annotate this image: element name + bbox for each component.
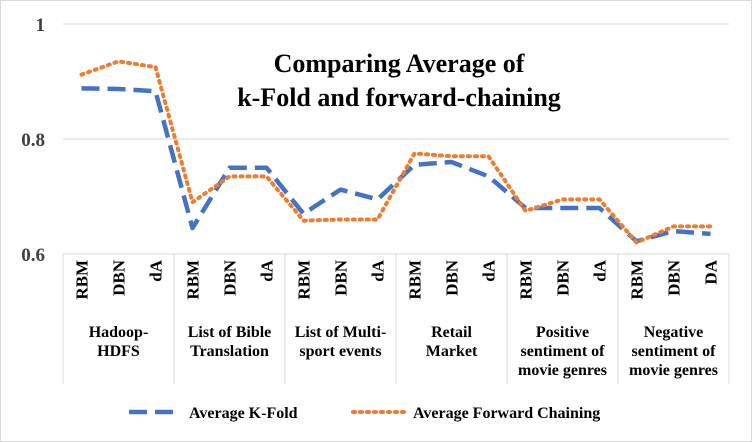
- x-tick-label: dA: [591, 259, 610, 281]
- y-axis: 0.6 0.8 1: [21, 15, 45, 266]
- x-tick-label: DA: [702, 259, 721, 284]
- data-point: [710, 233, 711, 234]
- data-point: [229, 176, 230, 177]
- data-point: [636, 242, 637, 243]
- data-point: [488, 176, 489, 177]
- group-label: List of Multi-sport events: [295, 324, 387, 360]
- data-point: [414, 153, 415, 154]
- series-lines: [79, 59, 713, 245]
- data-point: [118, 61, 119, 62]
- x-tick-label: dA: [369, 259, 388, 281]
- data-point: [340, 219, 341, 220]
- data-point: [377, 219, 378, 220]
- data-point: [81, 88, 82, 89]
- data-point: [266, 167, 267, 168]
- data-point: [451, 156, 452, 157]
- data-point: [451, 162, 452, 163]
- title-text: Comparing Average of k-Fold and forward-c…: [237, 49, 561, 112]
- data-point: [229, 167, 230, 168]
- x-tick-label: RBM: [73, 260, 92, 300]
- x-tick-label: dA: [147, 259, 166, 281]
- y-tick-label: 1: [36, 15, 46, 36]
- x-tick-label: DBN: [221, 259, 240, 296]
- y-tick-label: 0.8: [21, 130, 45, 151]
- x-tick-label: dA: [480, 259, 499, 281]
- series-line-2: [79, 59, 713, 245]
- data-point: [488, 156, 489, 157]
- x-tick-label: RBM: [184, 260, 203, 300]
- data-point: [192, 202, 193, 203]
- data-point: [599, 199, 600, 200]
- data-point: [710, 226, 711, 227]
- x-tick-label: RBM: [406, 260, 425, 300]
- x-tick-label: dA: [258, 259, 277, 281]
- group-label: Hadoop-HDFS: [89, 324, 149, 360]
- group-label: Negative sentiment of movie genres: [629, 324, 718, 379]
- x-tick-label: DBN: [443, 259, 462, 296]
- data-point: [340, 189, 341, 190]
- data-point: [562, 208, 563, 209]
- data-point: [155, 67, 156, 68]
- data-point: [155, 91, 156, 92]
- series-line-1: [81, 86, 711, 244]
- data-point: [303, 220, 304, 221]
- group-label: List of Bible Translation: [188, 324, 272, 360]
- x-tick-label: DBN: [665, 259, 684, 296]
- legend: Average K-Fold Average Forward Chaining: [129, 405, 600, 422]
- chart-title: Comparing Average of k-Fold and forward-c…: [237, 49, 561, 112]
- x-tick-label: RBM: [628, 260, 647, 300]
- x-tick-label: DBN: [332, 259, 351, 296]
- group-label: Positive sentiment of movie genres: [518, 324, 607, 379]
- legend-label: Average Forward Chaining: [413, 405, 600, 422]
- x-tick-label: RBM: [295, 260, 314, 300]
- y-tick-label: 0.6: [21, 245, 45, 266]
- group-label: Retail Market: [426, 324, 478, 360]
- data-point: [599, 208, 600, 209]
- data-point: [118, 88, 119, 89]
- data-point: [81, 74, 82, 75]
- x-tick-label: DBN: [110, 259, 129, 296]
- data-point: [673, 226, 674, 227]
- x-tick-label: DBN: [554, 259, 573, 296]
- data-point: [266, 176, 267, 177]
- x-axis: RBM DBN dA RBM DBN dA RBM DBN dA RBM DBN dA RBM DBN dA…: [62, 253, 730, 384]
- data-point: [562, 199, 563, 200]
- data-point: [414, 164, 415, 165]
- data-point: [525, 210, 526, 211]
- data-point: [377, 199, 378, 200]
- data-point: [303, 213, 304, 214]
- legend-label: Average K-Fold: [189, 405, 298, 422]
- data-point: [192, 228, 193, 229]
- x-tick-label: RBM: [517, 260, 536, 300]
- data-point: [673, 231, 674, 232]
